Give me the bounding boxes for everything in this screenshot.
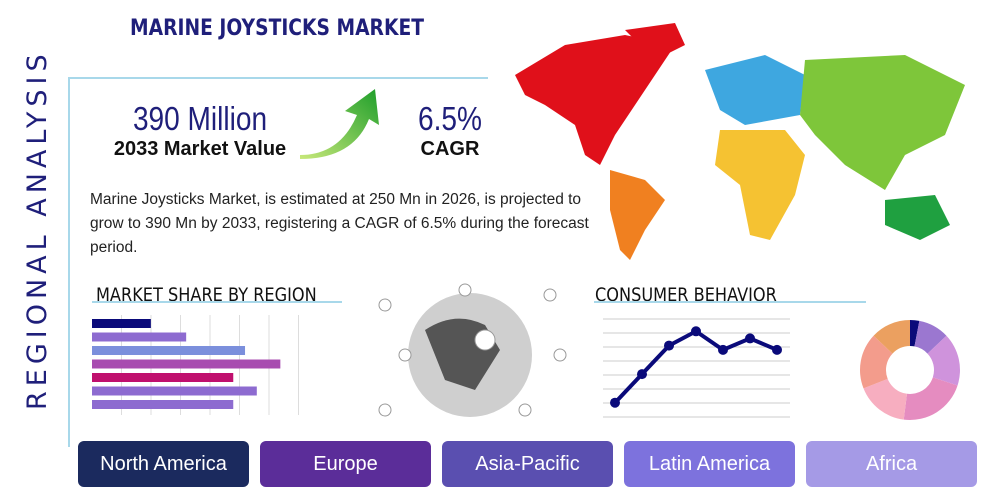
consumer-behavior-heading: CONSUMER BEHAVIOR [595,284,777,306]
page-title: MARINE JOYSTICKS MARKET [130,16,424,41]
frame-line [68,77,70,447]
cagr-label: CAGR [420,138,480,160]
data-point [664,340,674,351]
tab-asia-pacific[interactable]: Asia-Pacific [442,441,613,487]
africa-shape [715,130,805,240]
description: Marine Joysticks Market, is estimated at… [90,191,589,256]
consumer-line-chart [603,318,790,418]
cagr-number: 6.5% [418,100,482,137]
donut-slice [914,320,947,354]
donut-slice [863,378,907,420]
market-value-number: 390 Million [132,100,268,137]
data-point [691,326,701,337]
bar [92,386,257,396]
bar [92,359,281,369]
market-value-label: 2033 Market Value [113,138,287,160]
donut-slice [873,320,910,354]
data-point [637,369,647,380]
bar [92,332,187,342]
heading-underline [92,301,342,303]
europe-shape [705,55,805,125]
market-share-bar-chart [92,315,299,415]
asia-shape [800,55,965,190]
heading-underline [594,301,866,303]
data-point [745,333,755,344]
south-america-shape [610,170,665,260]
market-value: 390 Million 2033 Market Value [90,100,310,161]
donut-slice [910,320,920,347]
greenland-shape [625,23,685,60]
north-america-shape [515,35,675,165]
tab-latin-america[interactable]: Latin America [624,441,795,487]
tab-africa[interactable]: Africa [806,441,977,487]
growth-arrow-icon [300,89,379,159]
side-label: REGIONAL ANALYSIS [22,49,53,410]
bar [92,373,234,382]
region-tabs: North America Europe Asia-Pacific Latin … [78,441,977,487]
donut-slice [860,335,893,389]
bar [92,319,151,328]
cagr: 6.5% CAGR [400,100,500,161]
tab-europe[interactable]: Europe [260,441,431,487]
donut-slice [903,377,958,420]
frame-line [68,77,488,79]
data-point [772,344,782,355]
market-share-heading: MARKET SHARE BY REGION [96,284,317,306]
consumer-donut-chart [860,320,960,420]
bar [92,346,246,355]
tab-north-america[interactable]: North America [78,441,249,487]
donut-slice [927,335,960,386]
data-point [718,344,728,355]
bar [92,400,234,409]
globe-network-image [378,283,567,417]
world-map [515,23,965,260]
data-point [610,397,620,408]
australia-shape [885,195,950,240]
